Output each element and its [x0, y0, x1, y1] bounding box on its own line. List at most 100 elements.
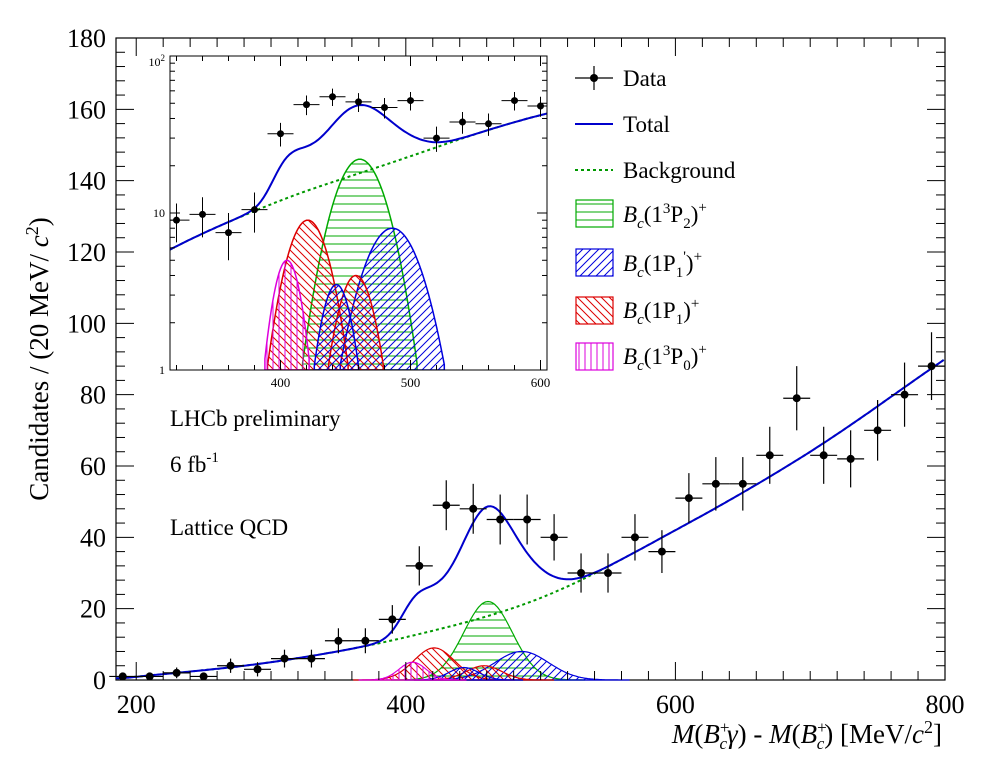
- data-point: [594, 553, 622, 593]
- legend-entry-data: Data: [575, 66, 666, 91]
- inset-y-tick-label: 10: [153, 206, 165, 220]
- y-axis-label: Candidates / (20 MeV/ c2): [22, 217, 54, 500]
- inset-data-point: [345, 93, 372, 112]
- inset-data-point: [170, 203, 190, 243]
- inset-marker: [433, 134, 440, 142]
- data-point: [729, 457, 757, 511]
- y-tick-label: 160: [67, 95, 106, 124]
- inset-data-point: [293, 95, 320, 116]
- x-tick-label: 800: [926, 690, 965, 719]
- data-point: [405, 546, 433, 586]
- x-tick-label: 600: [656, 690, 695, 719]
- inset-data-point: [527, 96, 547, 117]
- total-curve: [116, 359, 945, 680]
- inset-marker: [459, 118, 466, 126]
- inset-marker: [329, 93, 336, 101]
- data-point-marker: [657, 547, 666, 556]
- inset-data-point: [371, 98, 398, 119]
- data-point: [324, 628, 352, 654]
- inset-marker: [199, 210, 206, 218]
- inset-marker: [511, 97, 518, 105]
- legend-entry-background: Background: [575, 158, 736, 183]
- y-tick-label: 0: [93, 666, 106, 695]
- data-point: [378, 605, 406, 634]
- data-point: [621, 514, 649, 561]
- data-point: [190, 672, 218, 681]
- main-plot-layer: [109, 332, 945, 681]
- inset-data-point: [501, 91, 528, 111]
- legend-entry-p1prime: Bc(1P1')+: [575, 248, 702, 281]
- inset-signal-p1pb: [313, 283, 360, 370]
- legend-entry-total: Total: [575, 112, 670, 137]
- data-point-marker: [145, 672, 154, 681]
- x-axis-label: M(B+ cγ) - M(B+ c) [MeV/c2]: [671, 717, 942, 753]
- data-point: [540, 514, 568, 561]
- inset-data-point: [475, 113, 502, 136]
- inset-marker: [485, 120, 492, 128]
- inset-data-point: [449, 111, 476, 134]
- inset-data-point: [397, 91, 424, 111]
- y-tick-label: 80: [80, 381, 106, 410]
- data-point-marker: [684, 494, 693, 503]
- data-point-marker: [846, 454, 855, 463]
- inset-marker: [537, 102, 544, 110]
- data-point-marker: [711, 479, 720, 488]
- inset-marker: [355, 98, 362, 106]
- data-point-marker: [172, 668, 181, 677]
- data-point: [810, 426, 838, 484]
- y-tick-label: 20: [80, 595, 106, 624]
- data-point: [217, 658, 245, 673]
- legend-label-background: Background: [623, 158, 736, 183]
- annotation-lumi: 6 fb-1: [170, 450, 219, 477]
- legend-label-p1prime: Bc(1P1')+: [623, 249, 702, 281]
- legend-entry-p0: Bc(13P0)+: [575, 342, 707, 374]
- data-point: [675, 473, 703, 524]
- inset-x-tick-label: 500: [401, 375, 421, 390]
- inset-x-tick-label: 400: [271, 375, 291, 390]
- inset-plot-layer: 400 500 600 1 10 102: [149, 53, 551, 390]
- data-point: [244, 662, 272, 677]
- legend-label-p0: Bc(13P0)+: [623, 342, 707, 374]
- data-point: [783, 366, 811, 431]
- y-tick-label: 140: [67, 167, 106, 196]
- inset-marker: [277, 130, 284, 138]
- data-point-marker: [873, 426, 882, 435]
- data-point: [567, 553, 595, 593]
- data-point-marker: [280, 654, 289, 663]
- data-point-marker: [307, 654, 316, 663]
- inset-x-tick-label: 600: [531, 375, 551, 390]
- data-point-marker: [226, 661, 235, 670]
- inset-signal-p0: [264, 259, 310, 370]
- data-point: [271, 649, 298, 668]
- signal-p0: [358, 661, 467, 681]
- data-point: [459, 483, 487, 534]
- x-tick-label: 400: [386, 690, 425, 719]
- data-point: [351, 628, 379, 654]
- data-point-marker: [118, 672, 127, 681]
- legend-entry-p1: Bc(1P1)+: [575, 296, 699, 328]
- data-point: [297, 649, 325, 668]
- inset-data-point: [267, 122, 294, 147]
- data-point-marker: [415, 561, 424, 570]
- inset-data-point: [189, 197, 216, 238]
- inset-marker: [173, 216, 180, 224]
- legend-label-p2: Bc(13P2)+: [623, 200, 707, 232]
- y-tick-label: 100: [67, 309, 106, 338]
- data-point-marker: [577, 569, 586, 577]
- inset-data-point: [241, 192, 268, 233]
- data-point-marker: [738, 479, 747, 488]
- data-point: [891, 362, 919, 427]
- data-point: [837, 430, 865, 488]
- data-point: [864, 400, 892, 461]
- legend-label-p1: Bc(1P1)+: [623, 296, 699, 328]
- axis-ticks: 0 20 40 60 80 100 120 140 160 180 200 400 600 800: [67, 24, 965, 719]
- legend-label-total: Total: [623, 112, 670, 137]
- inset-marker: [251, 206, 258, 214]
- y-tick-label: 120: [67, 238, 106, 267]
- annotation-lattice: Lattice QCD: [170, 515, 288, 540]
- data-point-marker: [469, 504, 478, 513]
- data-point-marker: [442, 501, 451, 510]
- inset-data-point: [215, 213, 242, 261]
- data-point-marker: [496, 515, 505, 524]
